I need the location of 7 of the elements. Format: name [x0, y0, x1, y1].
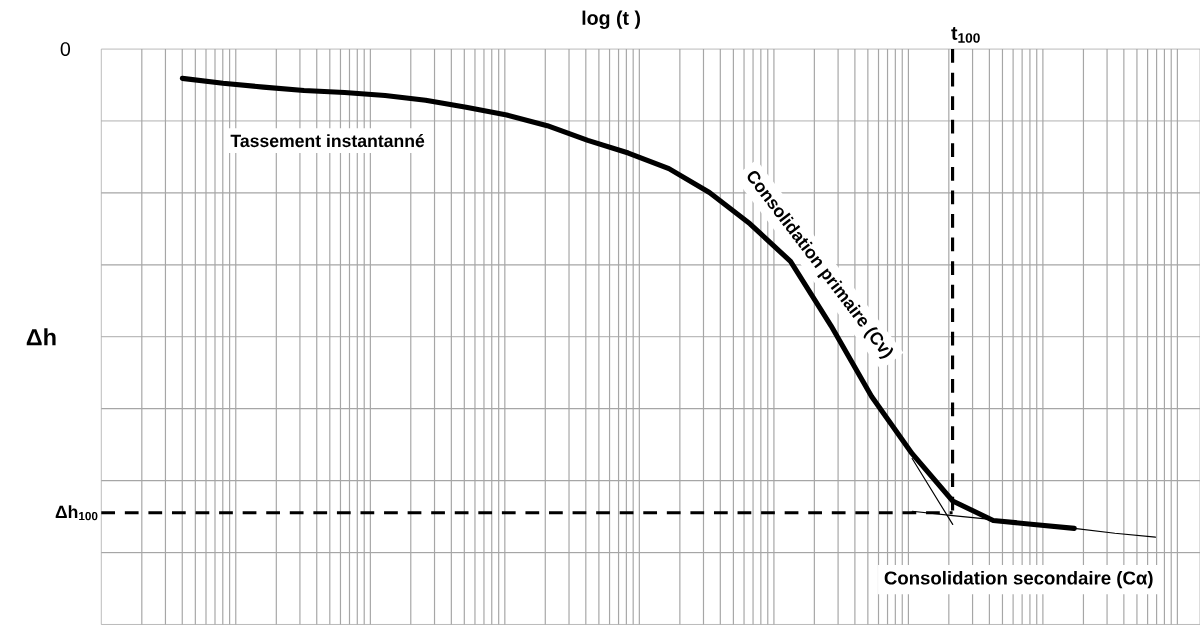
- text: 0: [60, 41, 71, 56]
- y-axis-title: Δh: [26, 328, 56, 346]
- annotation: Tassement instantanné: [230, 133, 425, 147]
- x-axis-title: log (t ): [582, 10, 641, 29]
- text: Consolidation secondaire (Cα): [884, 570, 1153, 589]
- ref-line-label: Δh$_{100}$: [55, 504, 98, 521]
- text: t$_{100}$: [951, 26, 980, 43]
